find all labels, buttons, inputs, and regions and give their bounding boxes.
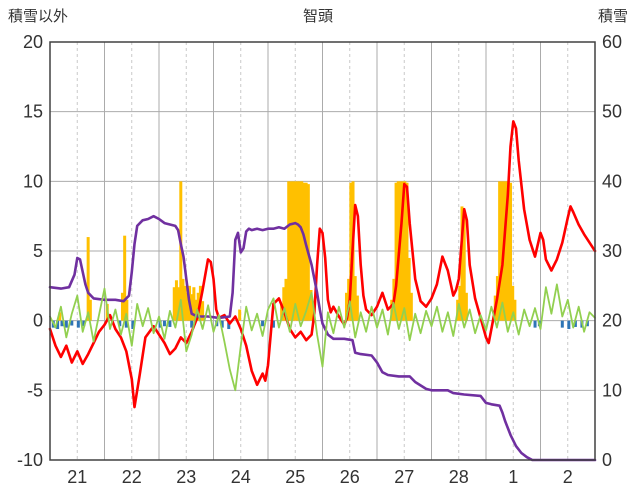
svg-text:2: 2 bbox=[563, 467, 573, 487]
svg-text:0: 0 bbox=[602, 450, 612, 470]
svg-text:0: 0 bbox=[33, 311, 43, 331]
svg-text:40: 40 bbox=[602, 171, 622, 191]
right-axis-title: 積雪 bbox=[597, 8, 628, 25]
svg-text:26: 26 bbox=[340, 467, 360, 487]
plot-frame bbox=[49, 41, 596, 461]
left-axis-title: 積雪以外 bbox=[8, 8, 69, 25]
svg-text:21: 21 bbox=[67, 467, 87, 487]
gridlines bbox=[50, 41, 595, 461]
svg-text:1: 1 bbox=[508, 467, 518, 487]
svg-text:30: 30 bbox=[602, 241, 622, 261]
svg-text:-10: -10 bbox=[17, 450, 43, 470]
svg-text:22: 22 bbox=[122, 467, 142, 487]
chart-title: 智頭 bbox=[302, 8, 333, 25]
svg-text:20: 20 bbox=[23, 32, 43, 52]
svg-text:25: 25 bbox=[285, 467, 305, 487]
svg-text:24: 24 bbox=[231, 467, 251, 487]
svg-text:20: 20 bbox=[602, 311, 622, 331]
svg-text:-5: -5 bbox=[27, 380, 43, 400]
series-lines bbox=[48, 120, 597, 462]
svg-text:60: 60 bbox=[602, 32, 622, 52]
svg-text:15: 15 bbox=[23, 102, 43, 122]
svg-text:27: 27 bbox=[394, 467, 414, 487]
svg-text:23: 23 bbox=[176, 467, 196, 487]
svg-text:10: 10 bbox=[23, 171, 43, 191]
svg-text:28: 28 bbox=[449, 467, 469, 487]
svg-text:5: 5 bbox=[33, 241, 43, 261]
svg-text:10: 10 bbox=[602, 380, 622, 400]
svg-text:50: 50 bbox=[602, 102, 622, 122]
